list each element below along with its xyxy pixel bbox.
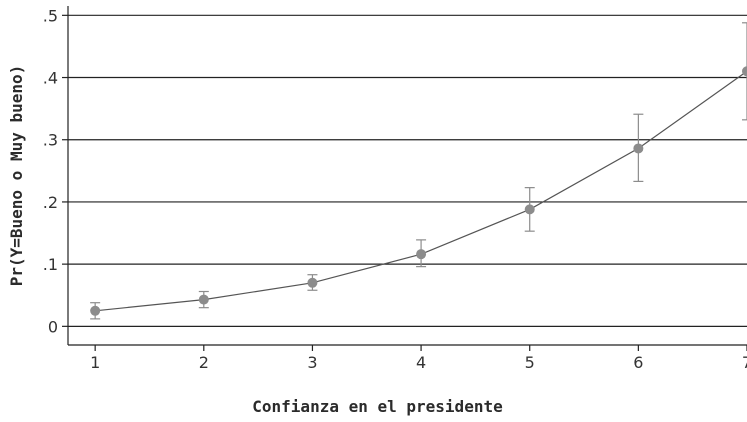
data-point <box>198 294 209 305</box>
x-tick-label: 5 <box>525 353 535 372</box>
y-tick-label: .5 <box>43 6 58 25</box>
data-point <box>742 66 747 77</box>
y-tick-label: .4 <box>43 69 58 88</box>
tick-labels: 0 .1 .2 .3 .4 .5 1 2 3 4 5 6 7 <box>43 6 747 372</box>
x-tick-label: 2 <box>199 353 209 372</box>
axes <box>62 6 747 351</box>
data-point <box>416 249 427 260</box>
x-tick-label: 1 <box>90 353 100 372</box>
gridlines <box>68 14 747 327</box>
x-tick-label: 3 <box>307 353 317 372</box>
y-tick-label: .1 <box>43 255 58 274</box>
data-point <box>633 143 644 154</box>
x-axis-title: Confianza en el presidente <box>252 397 502 416</box>
series-line <box>95 70 747 312</box>
y-axis-title: Pr(Y=Bueno o Muy bueno) <box>7 65 26 287</box>
data-point <box>90 305 101 316</box>
x-tick-label: 6 <box>633 353 643 372</box>
x-tick-label: 7 <box>742 353 747 372</box>
y-tick-label: .3 <box>43 131 58 150</box>
series-layer <box>90 22 747 320</box>
data-point <box>524 204 535 215</box>
y-tick-label: 0 <box>48 317 58 336</box>
y-tick-label: .2 <box>43 193 58 212</box>
x-tick-label: 4 <box>416 353 426 372</box>
data-point <box>307 277 318 288</box>
